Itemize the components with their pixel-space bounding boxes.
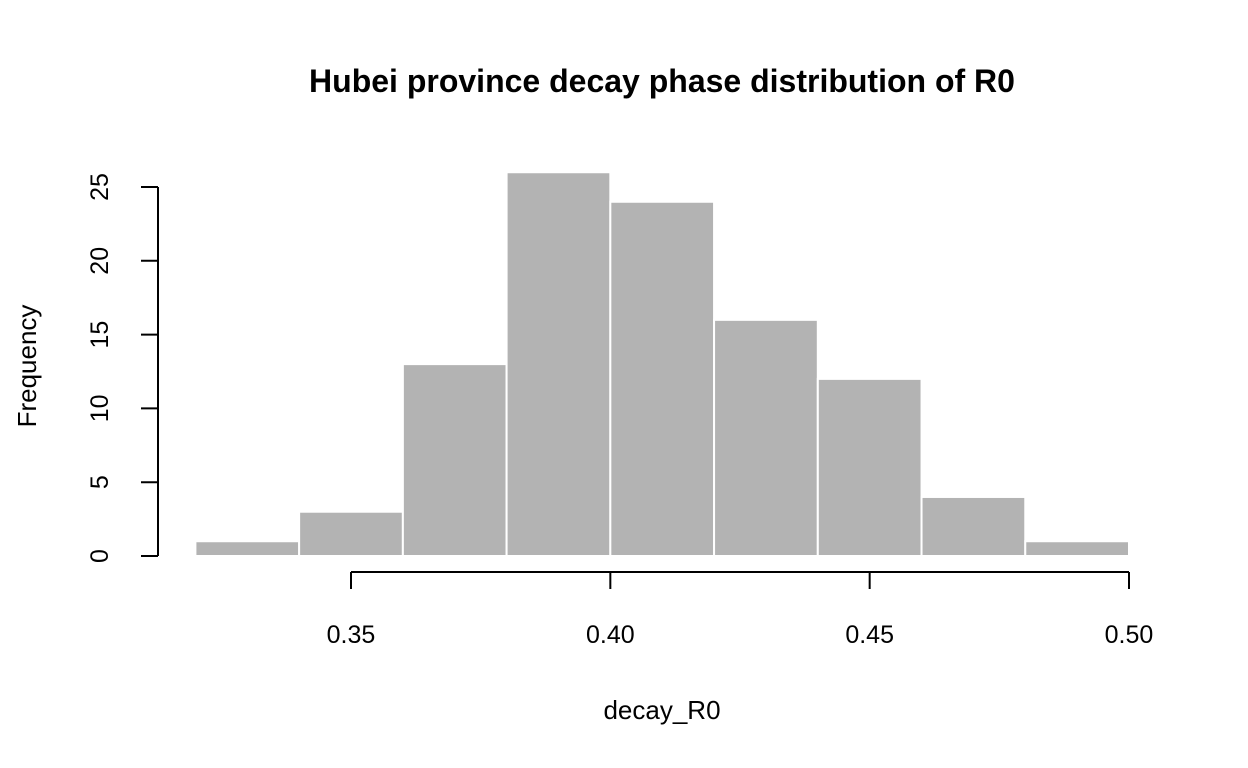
histogram-bar-3 <box>401 363 508 557</box>
histogram-bars <box>194 171 1131 558</box>
y-tick-label: 10 <box>86 394 114 422</box>
x-tick-label: 0.45 <box>845 621 894 649</box>
y-tick-label: 25 <box>86 173 114 201</box>
y-tick-label: 15 <box>86 321 114 349</box>
histogram-bar-7 <box>816 377 923 557</box>
y-tick-label: 20 <box>86 247 114 275</box>
x-tick-label: 0.50 <box>1105 621 1154 649</box>
x-axis-label: decay_R0 <box>603 695 720 725</box>
x-axis: 0.35 0.40 0.45 0.50 <box>327 571 1154 649</box>
histogram-bar-6 <box>713 318 819 557</box>
histogram-bar-8 <box>920 495 1027 557</box>
histogram-bar-9 <box>1024 540 1131 557</box>
y-axis-label: Frequency <box>12 305 42 428</box>
y-axis: 0 5 10 15 20 25 <box>86 173 159 563</box>
x-tick-label: 0.35 <box>327 621 376 649</box>
y-tick-label: 0 <box>86 549 114 563</box>
histogram-bar-1 <box>194 540 301 557</box>
chart-title: Hubei province decay phase distribution … <box>309 63 1015 99</box>
histogram-bar-4 <box>505 171 612 558</box>
histogram-bar-5 <box>609 200 716 557</box>
y-tick-label: 5 <box>86 475 114 489</box>
x-tick-label: 0.40 <box>586 621 635 649</box>
histogram-bar-2 <box>298 510 404 557</box>
